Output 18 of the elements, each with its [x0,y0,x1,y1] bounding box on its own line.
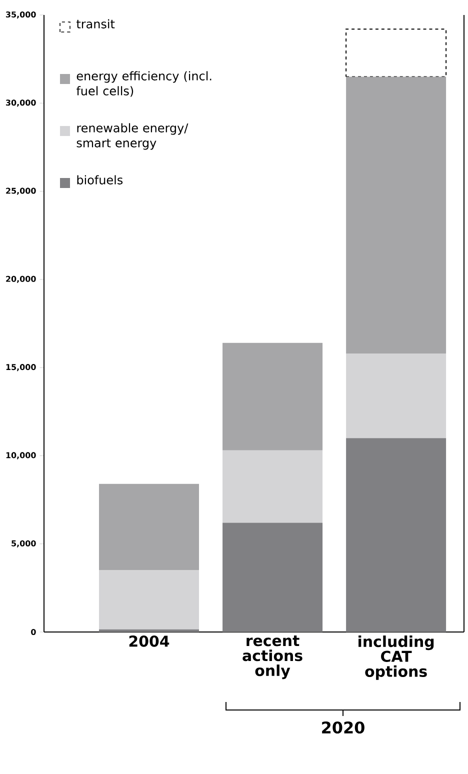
bar [346,353,446,438]
bar [99,484,199,570]
text: 2020 [322,722,364,734]
bar [99,570,199,630]
x-tick-label: including CAT options [358,636,434,680]
bar [99,629,199,632]
bar [346,438,446,632]
legend-label: transit [76,19,115,28]
bar [346,28,447,78]
legend-label: renewable energy/ smart energy [76,123,188,150]
x-tick-label: 2004 [129,636,170,647]
bar [222,450,323,523]
legend-label: biofuels [77,175,123,184]
legend-label: energy efficiency (incl. fuel cells) [76,71,212,97]
bar [346,76,446,354]
bar [222,342,323,450]
x-tick-label: recent actions only [242,636,302,680]
bar [222,522,323,632]
